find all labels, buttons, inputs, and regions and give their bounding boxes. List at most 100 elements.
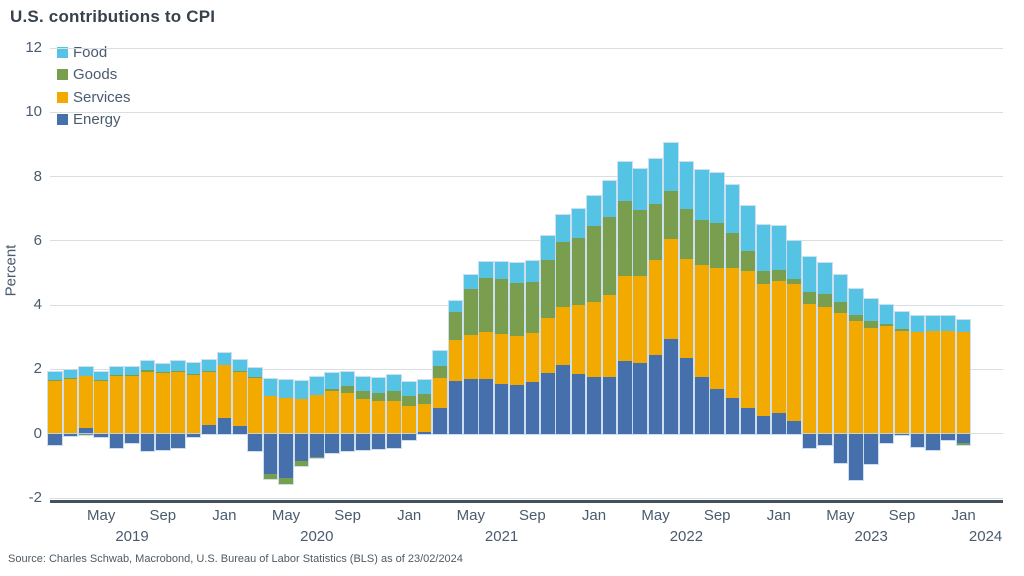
bar-segment-energy-negative — [279, 433, 293, 479]
x-tick-label: May — [456, 507, 485, 524]
bar-jul-2022 — [679, 162, 694, 434]
bar-may-2019 — [94, 372, 108, 434]
bar-mar-2020 — [248, 367, 262, 434]
bar-neg-may-2020 — [279, 433, 293, 484]
bar-segment-goods — [725, 232, 740, 269]
bar-jun-2023 — [849, 289, 863, 434]
bar-segment-services — [695, 264, 709, 378]
bar-segment-food — [417, 379, 432, 395]
bar-segment-services — [140, 371, 155, 434]
bar-neg-sep-2019 — [156, 433, 170, 450]
legend-item-food: Food — [57, 41, 131, 64]
bar-segment-food — [464, 274, 478, 290]
bar-segment-goods — [633, 210, 647, 277]
bar-segment-energy-negative — [910, 433, 925, 447]
bar-segment-food — [802, 256, 817, 293]
bar-segment-energy-negative — [94, 433, 108, 437]
bar-segment-food — [171, 361, 185, 372]
bar-segment-energy-negative — [864, 433, 878, 465]
bar-neg-aug-2023 — [879, 433, 894, 444]
bar-jan-2023 — [772, 226, 786, 434]
gridline-y-0 — [50, 433, 1003, 435]
bar-jan-2021 — [402, 381, 416, 434]
bar-jun-2020 — [294, 381, 309, 434]
bar-segment-food — [864, 298, 878, 322]
bar-feb-2019 — [48, 372, 62, 434]
bar-apr-2020 — [263, 379, 278, 434]
bar-segment-goods — [417, 394, 432, 404]
bar-segment-energy-negative — [402, 433, 416, 441]
bar-segment-energy — [494, 383, 509, 434]
bar-segment-energy-negative — [941, 433, 955, 441]
bar-neg-feb-2019 — [48, 433, 62, 445]
legend-label-energy: Energy — [73, 111, 121, 129]
bar-segment-food — [956, 319, 971, 333]
bar-segment-services — [787, 284, 801, 421]
bar-segment-goods — [171, 371, 185, 372]
bar-segment-food — [833, 274, 848, 302]
bar-segment-services — [602, 295, 617, 378]
bar-segment-energy — [602, 377, 617, 434]
bar-jan-2020 — [217, 353, 232, 434]
bar-segment-energy — [633, 362, 647, 434]
bar-segment-food — [494, 261, 509, 280]
bar-segment-services — [186, 374, 201, 434]
bar-segment-food — [695, 170, 709, 220]
x-tick-label: Sep — [888, 507, 916, 524]
bar-segment-services — [664, 239, 678, 339]
bar-segment-goods — [802, 292, 817, 304]
bar-segment-food — [587, 195, 601, 227]
bar-neg-jul-2019 — [125, 433, 139, 444]
bar-segment-food — [79, 366, 93, 377]
bar-segment-services — [448, 340, 463, 381]
bar-segment-services — [587, 301, 601, 378]
bar-segment-food — [849, 289, 863, 315]
bar-dec-2023 — [941, 316, 955, 434]
bar-segment-energy — [725, 398, 740, 434]
bar-segment-goods — [895, 329, 909, 331]
bar-segment-food — [556, 215, 570, 243]
bar-segment-food — [402, 381, 416, 397]
bar-jul-2019 — [125, 366, 139, 434]
bar-segment-services — [279, 398, 293, 434]
bar-segment-services — [571, 305, 586, 375]
y-tick-label: 8 — [33, 167, 42, 185]
bar-segment-services — [525, 333, 540, 383]
bar-segment-food — [279, 379, 293, 399]
bar-segment-food — [109, 366, 124, 375]
bar-segment-energy — [571, 374, 586, 434]
bar-segment-services — [756, 284, 771, 416]
bar-segment-services — [356, 398, 370, 434]
bar-neg-jul-2020 — [310, 433, 324, 459]
bar-segment-energy — [695, 377, 709, 434]
bar-neg-apr-2020 — [263, 433, 278, 479]
bar-segment-services — [371, 400, 386, 434]
x-tick-label: May — [87, 507, 116, 524]
bar-segment-goods-negative — [79, 433, 93, 436]
bar-segment-services — [233, 371, 247, 426]
bar-segment-food — [140, 361, 155, 371]
bar-aug-2023 — [879, 305, 894, 434]
bar-segment-services — [125, 375, 139, 434]
bar-segment-energy-negative — [140, 433, 155, 452]
bar-segment-goods — [340, 386, 355, 393]
bar-segment-goods — [479, 277, 493, 333]
bar-segment-services — [79, 376, 93, 428]
bar-segment-energy-negative — [325, 433, 339, 453]
legend-swatch-food — [57, 46, 68, 58]
bar-segment-food — [618, 162, 632, 201]
gridline-y-10 — [50, 111, 1003, 113]
bar-apr-2022 — [633, 168, 647, 434]
bar-segment-food — [664, 142, 678, 192]
bar-segment-energy — [556, 364, 570, 434]
bar-segment-goods — [710, 223, 724, 269]
bar-neg-jun-2020 — [294, 433, 309, 466]
bar-neg-oct-2020 — [356, 433, 370, 450]
bar-segment-food — [787, 240, 801, 280]
bar-segment-goods — [818, 293, 832, 307]
bar-segment-goods — [556, 242, 570, 307]
x-axis-line — [50, 500, 1003, 503]
bar-segment-services — [464, 335, 478, 380]
bar-segment-energy-negative — [171, 433, 185, 449]
